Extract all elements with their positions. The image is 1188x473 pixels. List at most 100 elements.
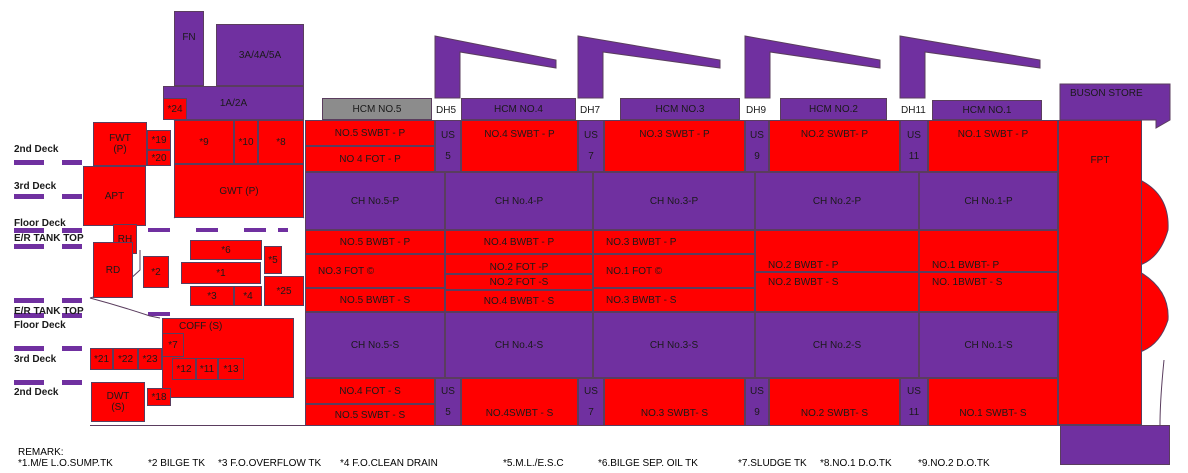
tank-10: *10: [234, 120, 258, 164]
tank-19: *19: [147, 130, 171, 150]
deck-line-floor-upper: [14, 228, 44, 233]
deck-line-3rd-lower: [62, 346, 82, 351]
t6-label: *6: [221, 244, 231, 256]
hcm1-cover: HCM NO.1: [932, 100, 1042, 120]
hcm1-label: HCM NO.1: [962, 104, 1012, 116]
er-deck-dash: [278, 228, 288, 232]
no4-fot-p-label: NO 4 FOT - P: [339, 153, 401, 165]
no2-bwbt-s: NO.2 BWBT - S: [755, 272, 919, 312]
deck-line-2nd-upper: [62, 160, 82, 165]
no5-bwbt-p-label: NO.5 BWBT - P: [339, 236, 411, 248]
dwt-label: DWT: [106, 391, 130, 402]
cargo-hold-3p: CH No.3-P: [593, 172, 755, 230]
us7-lower-num: 7: [588, 407, 594, 418]
remark-9: *9.NO.2 D.O.TK: [918, 458, 990, 469]
remark-8: *8.NO.1 D.O.TK: [820, 458, 892, 469]
no1-fot-c: NO.1 FOT ©: [593, 254, 755, 288]
no1-fot-label: NO.1 FOT ©: [606, 265, 663, 277]
tank-22: *22: [113, 348, 138, 370]
us11-lower-num: 11: [908, 407, 920, 418]
no5-bwbt-s: NO.5 BWBT - S: [305, 288, 445, 312]
no1-swbt-p: NO.1 SWBT - P: [928, 120, 1058, 172]
remark-1: *1.M/E L.O.SUMP.TK: [18, 458, 113, 469]
no4-swbt-p-label: NO.4 SWBT - P: [484, 129, 555, 140]
no1-bwbt-s-label: NO. 1BWBT - S: [932, 277, 1003, 288]
coff-label: COFF (S): [179, 321, 223, 332]
er-deck-dash: [148, 312, 170, 316]
cargo-hold-5s: CH No.5-S: [305, 312, 445, 378]
hcm5-label: HCM NO.5: [352, 103, 402, 115]
no5-swbt-s: NO.5 SWBT - S: [305, 404, 435, 426]
cargo-hold-1s: CH No.1-S: [919, 312, 1058, 378]
no2-bwbt-s-label: NO.2 BWBT - S: [768, 277, 839, 288]
hcm5-cover: HCM NO.5: [322, 98, 432, 120]
us5-upper: US 5: [435, 120, 461, 172]
hull-baseline: [90, 425, 1150, 426]
t19-label: *19: [151, 134, 167, 146]
remark-2: *2 BILGE TK: [148, 458, 206, 469]
apt-label: APT: [104, 190, 125, 202]
gwt-tank: GWT (P): [174, 164, 304, 218]
cargo-hold-2p: CH No.2-P: [755, 172, 919, 230]
deck-line-tanktop-upper: [62, 244, 82, 249]
us11-lower-label: US: [907, 386, 921, 397]
tank-13: *13: [218, 358, 244, 380]
no1-swbt-p-label: NO.1 SWBT - P: [957, 129, 1029, 140]
gwt-label: GWT (P): [219, 185, 259, 197]
tank-12: *12: [172, 358, 196, 380]
t7-label: *7: [168, 339, 178, 351]
deck-label-floor-upper: Floor Deck: [14, 218, 66, 229]
no3-bwbt-s-label: NO.3 BWBT - S: [606, 294, 677, 306]
no1-bwbt-p: NO.1 BWBT- P: [919, 230, 1058, 272]
us11-upper-num: 11: [908, 151, 920, 162]
no3-swbt-p: NO.3 SWBT - P: [604, 120, 745, 172]
fwt-tank: FWT (P): [93, 122, 147, 166]
deck-label-3rd-upper: 3rd Deck: [14, 181, 57, 192]
no4-bwbt-s-label: NO.4 BWBT - S: [483, 295, 555, 307]
no2-bwbt-p: NO.2 BWBT - P: [755, 230, 919, 272]
dh7-flag: [577, 35, 721, 99]
t8-label: *8: [276, 136, 286, 148]
ch4s-label: CH No.4-S: [494, 339, 544, 351]
cargo-hold-5p: CH No.5-P: [305, 172, 445, 230]
us7-upper-num: 7: [588, 151, 594, 162]
dh11-flag: [899, 35, 1041, 99]
fpt-tank: FPT: [1058, 120, 1142, 425]
3a-4a-5a-block: 3A/4A/5A: [216, 24, 304, 86]
dh9-label: DH9: [746, 105, 767, 116]
remark-5: *5.M.L./E.S.C: [503, 458, 564, 469]
deck-label-2nd-upper: 2nd Deck: [14, 144, 59, 155]
no2-fot-p-label: NO.2 FOT -P: [489, 262, 549, 273]
cargo-hold-4s: CH No.4-S: [445, 312, 593, 378]
us11-upper: US 11: [900, 120, 928, 172]
cargo-hold-1p: CH No.1-P: [919, 172, 1058, 230]
er-deck-dash: [244, 228, 266, 232]
remark-3: *3 F.O.OVERFLOW TK: [218, 458, 322, 469]
tank-2: *2: [143, 256, 169, 288]
t5-label: *5: [268, 254, 278, 266]
t24-label: *24: [167, 103, 183, 115]
us9-lower-num: 9: [754, 407, 760, 418]
t23-label: *23: [142, 353, 158, 365]
deck-line-floor-lower: [14, 313, 44, 318]
er-deck-dash: [196, 228, 218, 232]
tank-3: *3: [190, 286, 234, 306]
tank-5: *5: [264, 246, 282, 274]
tank-23: *23: [138, 348, 162, 370]
hcm2-cover: HCM NO.2: [780, 98, 887, 120]
ch3s-label: CH No.3-S: [649, 339, 699, 351]
no5-swbt-p: NO.5 SWBT - P: [305, 120, 435, 146]
us5-upper-label: US: [441, 130, 455, 141]
no4-swbt-s-label: NO.4SWBT - S: [485, 408, 554, 419]
deck-line-tanktop-lower: [62, 298, 82, 303]
deck-line-3rd-upper: [14, 194, 44, 199]
t9-label: *9: [199, 136, 209, 148]
fwt-label: FWT: [109, 133, 131, 144]
dh5-flag: [434, 35, 557, 99]
t18-label: *18: [151, 391, 167, 403]
t4-label: *4: [243, 290, 253, 302]
hcm3-label: HCM NO.3: [655, 103, 705, 115]
no3-bwbt-p-label: NO.3 BWBT - P: [606, 236, 677, 248]
no5-swbt-p-label: NO.5 SWBT - P: [334, 127, 406, 139]
